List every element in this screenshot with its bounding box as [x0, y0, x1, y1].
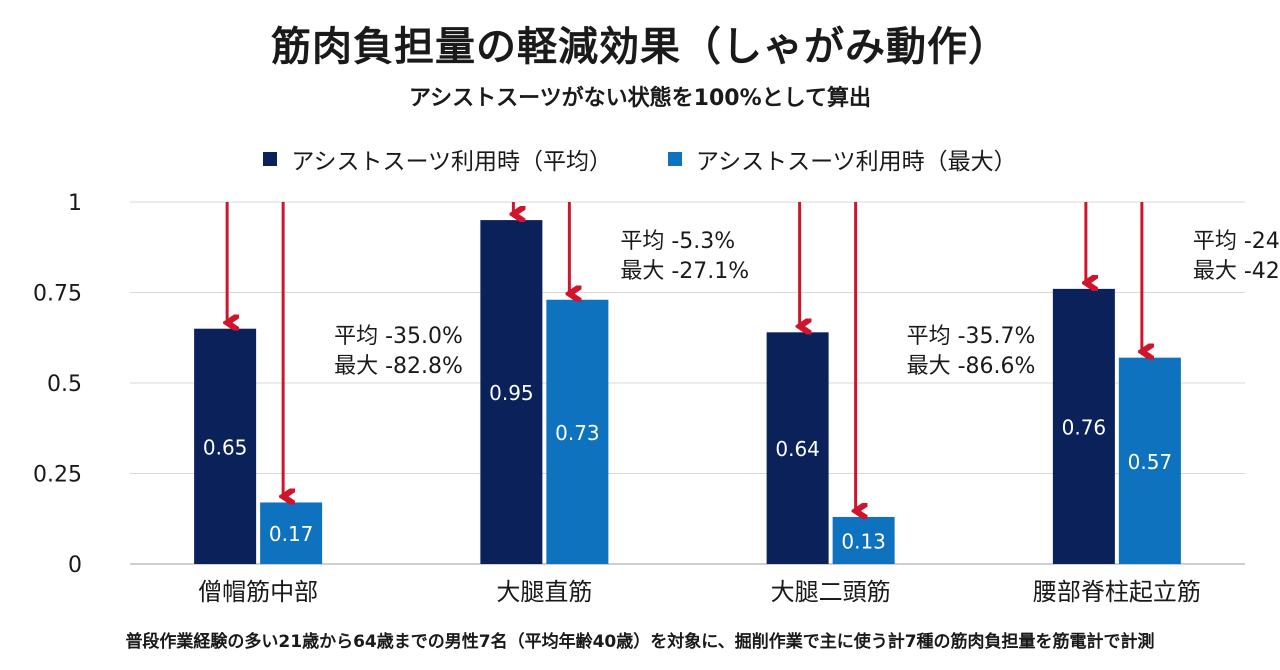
x-category-label: 僧帽筋中部: [198, 578, 318, 606]
legend-label-average: アシストスーツ利用時（平均）: [291, 149, 612, 175]
annotation-maximum-reduction: 最大 -82.8%: [334, 354, 463, 379]
annotation-average-reduction: 平均 -5.3%: [620, 229, 735, 254]
x-category-label: 大腿直筋: [496, 578, 592, 606]
annotation-maximum-reduction: 最大 -86.6%: [907, 354, 1036, 379]
footnote: 普段作業経験の多い21歳から64歳までの男性7名（平均年齢40歳）を対象に、掘削…: [125, 632, 1155, 652]
data-label-maximum: 0.57: [1128, 450, 1173, 474]
y-tick-label: 0: [68, 553, 82, 578]
x-category-label: 腰部脊柱起立筋: [1033, 578, 1201, 606]
data-label-average: 0.64: [775, 437, 820, 461]
data-label-average: 0.76: [1062, 415, 1107, 439]
bar-average: [194, 328, 257, 564]
y-tick-label: 1: [68, 191, 82, 216]
bar-maximum: [260, 502, 323, 564]
annotation-maximum-reduction: 最大 -42.8%: [1193, 259, 1280, 284]
data-label-maximum: 0.73: [555, 421, 600, 445]
chart-title: 筋肉負担量の軽減効果（しゃがみ動作）: [271, 24, 1009, 70]
annotation-maximum-reduction: 最大 -27.1%: [620, 259, 749, 284]
y-tick-label: 0.25: [33, 463, 82, 488]
data-label-maximum: 0.17: [269, 522, 314, 546]
bar-maximum: [546, 299, 609, 564]
annotation-average-reduction: 平均 -35.0%: [334, 324, 463, 349]
bar-maximum: [1118, 357, 1181, 564]
data-label-average: 0.65: [203, 435, 248, 459]
chart-subtitle: アシストスーツがない状態を100%として算出: [409, 86, 871, 111]
legend-item-maximum: アシストスーツ利用時（最大）: [668, 142, 1017, 176]
legend-swatch-maximum: [668, 152, 682, 166]
legend: アシストスーツ利用時（平均） アシストスーツ利用時（最大）: [0, 142, 1280, 176]
bar-average: [1052, 288, 1115, 564]
legend-item-average: アシストスーツ利用時（平均）: [263, 142, 612, 176]
bar-average: [766, 332, 829, 564]
x-category-label: 大腿二頭筋: [771, 578, 891, 606]
bar-maximum: [832, 516, 895, 564]
legend-label-maximum: アシストスーツ利用時（最大）: [696, 149, 1017, 175]
annotation-average-reduction: 平均 -24.2%: [1193, 229, 1280, 254]
bar-average: [480, 220, 543, 564]
annotation-average-reduction: 平均 -35.7%: [907, 324, 1036, 349]
data-label-average: 0.95: [489, 381, 534, 405]
y-tick-label: 0.5: [47, 372, 82, 397]
legend-swatch-average: [263, 152, 278, 166]
y-tick-label: 0.75: [33, 282, 82, 307]
data-label-maximum: 0.13: [841, 529, 886, 553]
